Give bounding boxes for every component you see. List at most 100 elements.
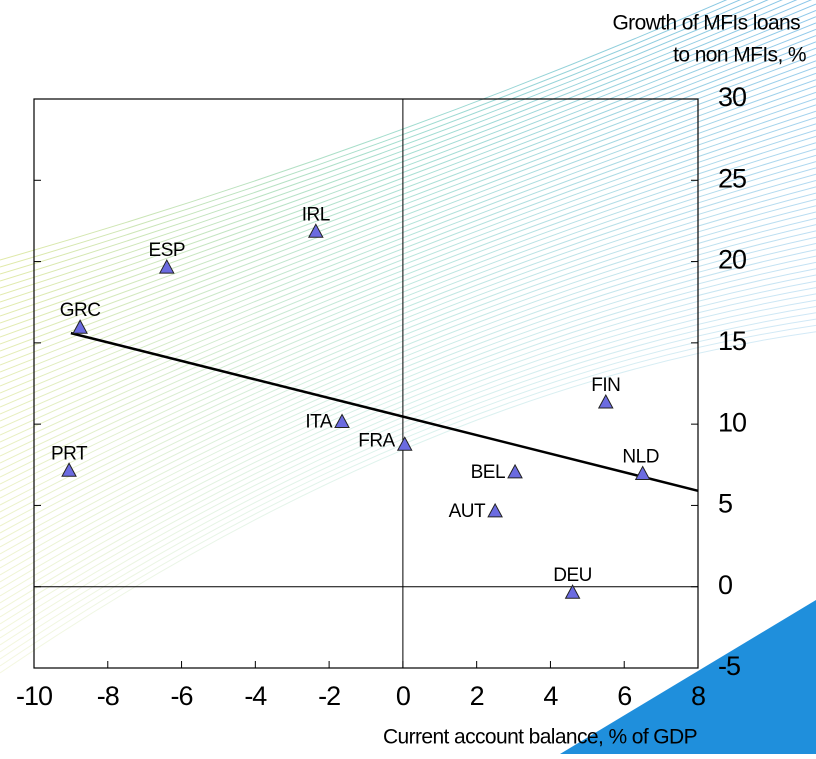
x-tick-label: 0 [396,681,410,711]
background-curve [0,79,816,394]
point-label: FIN [591,375,620,396]
background-curve [0,224,816,555]
background-curve [0,198,816,527]
background-curve [0,161,816,485]
x-tick-label: -2 [318,681,340,711]
y-tick-label: 25 [718,163,746,193]
background-curve [0,9,816,317]
background-curve [0,274,816,611]
y-tick-label: 15 [718,326,746,356]
background-curve [0,261,816,597]
y-tick-label: 5 [718,489,732,519]
background-curve [0,287,816,625]
background-curve [0,249,816,583]
background-curve [0,85,816,401]
background-curve [0,0,741,268]
background-curve [0,135,816,457]
background-curve [0,299,816,639]
background-curve [0,186,816,513]
background-curve [0,28,816,338]
plot-frame [33,98,699,669]
background-curve [0,205,816,534]
background-curve [0,180,816,506]
x-tick-label: -10 [16,681,52,711]
corner-decoration [560,600,816,754]
background-curve [0,268,816,604]
x-tick-label: -4 [244,681,267,711]
background-curve [0,236,816,569]
data-point [72,319,88,334]
background-curve [0,72,816,387]
data-point [334,413,350,429]
background-curve [0,98,816,415]
background-curve [0,66,816,380]
background-curve [0,91,816,408]
background-curve [0,318,816,660]
background-curve [0,243,816,576]
point-label: FRA [358,430,395,451]
point-label: ESP [149,240,186,261]
x-tick-label: -6 [171,681,193,711]
background-curve [0,0,728,261]
x-tick-label: 8 [691,681,705,711]
x-tick-label: 6 [617,681,631,711]
background-curve [0,312,816,653]
background-curve [0,230,816,562]
background-decoration [0,0,816,674]
data-point [487,502,503,518]
y-tick-label: 30 [718,82,746,112]
background-curve [0,0,798,296]
x-tick-label: 4 [543,681,558,711]
background-curve [0,47,816,359]
background-curve [0,148,816,471]
data-point [307,223,324,238]
background-curve [0,123,816,443]
data-point [61,462,77,477]
y-axis-title: Growth of MFIs loans [612,12,800,35]
background-curve [0,217,816,548]
data-point [564,584,581,599]
background-curve [0,142,816,464]
background-curve [0,293,816,632]
point-label: AUT [449,501,486,522]
data-point [158,259,175,274]
background-curve [0,154,816,478]
background-curve [0,192,816,520]
background-curve [0,0,813,303]
x-axis-title: Current account balance, % of GDP [383,726,697,749]
background-curve [0,173,816,499]
point-label: NLD [622,447,659,468]
background-curve [0,324,816,667]
background-curve [0,0,769,282]
background-curve [0,211,816,541]
background-curve [0,54,816,366]
background-curve [0,306,816,646]
background-curve [0,0,755,275]
data-point [634,465,651,481]
background-curve [0,331,816,674]
y-tick-label: 10 [718,407,746,437]
background-curve [0,129,816,450]
x-tick-label: 2 [470,681,484,711]
point-label: BEL [471,462,505,483]
data-point [396,436,413,451]
y-tick-label: -5 [718,651,740,681]
background-curve [0,110,816,429]
point-label: ITA [305,412,332,433]
data-point [597,393,614,409]
background-curve [0,0,783,289]
y-tick-label: 0 [718,570,732,600]
background-curve [0,280,816,618]
point-label: DEU [553,565,592,586]
data-point [507,463,523,479]
background-curve [0,167,816,492]
point-label: IRL [302,204,330,225]
background-curve [0,22,816,331]
background-curve [0,35,816,345]
background-curve [0,255,816,590]
background-curve [0,41,816,352]
background-curve [0,3,816,310]
background-curve [0,16,816,324]
